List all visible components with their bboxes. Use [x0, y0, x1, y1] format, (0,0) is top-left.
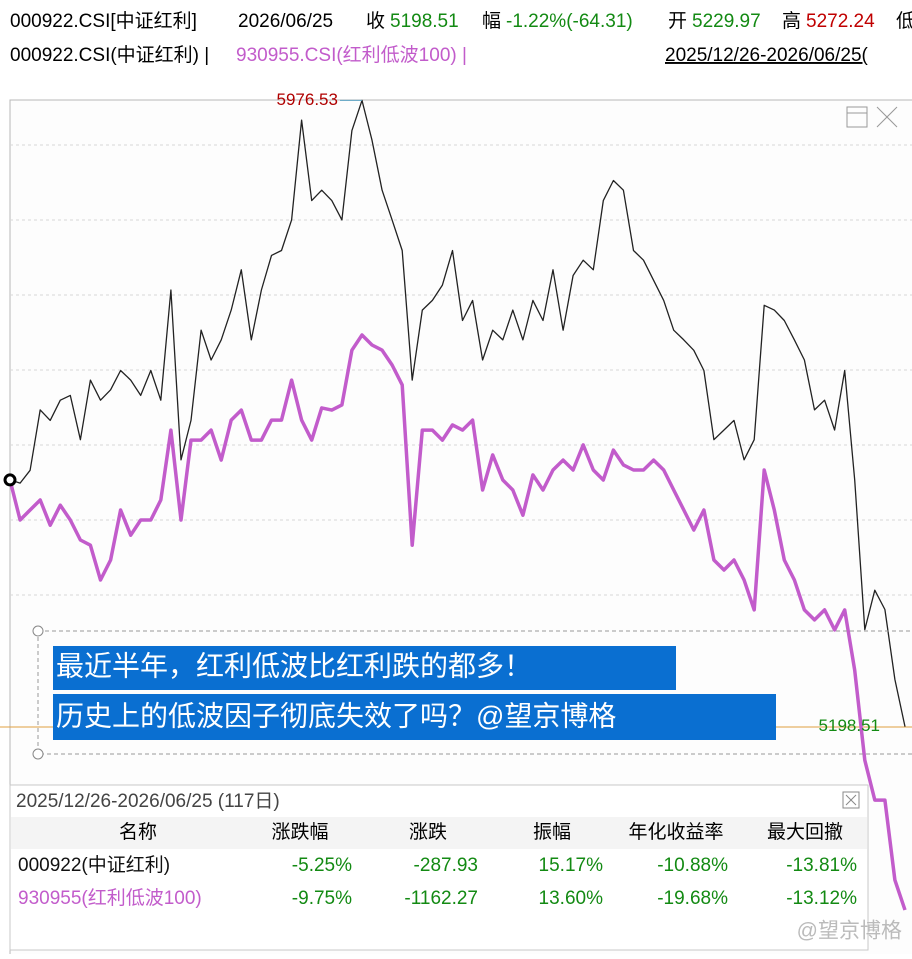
- start-marker: [3, 473, 17, 487]
- series-line: [8, 333, 907, 911]
- code: 000922.CSI[中证红利]: [10, 10, 197, 32]
- row-name: 930955(红利低波100): [18, 887, 202, 909]
- table-header: 涨跌幅: [271, 821, 328, 843]
- cell: -13.12%: [786, 888, 857, 909]
- table-box: [9, 784, 869, 951]
- table-header: 振幅: [533, 821, 571, 843]
- high: 5272.24: [806, 11, 875, 32]
- max-label: 5976.53: [277, 90, 338, 109]
- table-header: 涨跌: [409, 821, 447, 843]
- table-header: 最大回撤: [767, 821, 843, 843]
- series-line: [9, 99, 906, 727]
- stats-table: 2025/12/26-2026/06/25 (117日) 名称 涨跌幅 涨跌 振幅 年化…: [9, 784, 869, 951]
- label: 开: [668, 11, 687, 32]
- range: 2025/12/26-2026/06/25(: [665, 45, 869, 66]
- last-label: 5198.51: [819, 716, 880, 735]
- label: 低: [896, 10, 912, 32]
- date: 2026/06/25: [238, 11, 333, 32]
- table-header: 年化收益率: [628, 821, 723, 843]
- cell: -5.25%: [292, 855, 352, 876]
- watermark: @望京博格: [797, 920, 902, 943]
- cell: -19.68%: [657, 888, 728, 909]
- annotation-text: 最近半年，红利低波比红利跌的都多！: [56, 650, 532, 681]
- cell: -13.81%: [786, 855, 857, 876]
- change: -1.22%(-64.31): [506, 11, 633, 32]
- handle[interactable]: [32, 748, 44, 760]
- window-buttons[interactable]: [846, 106, 898, 128]
- highlight: [53, 694, 776, 740]
- table-header: 名称: [119, 821, 157, 843]
- cell: -10.88%: [657, 855, 728, 876]
- cell: 13.60%: [539, 888, 604, 909]
- legend-1: 000922.CSI(中证红利) |: [10, 44, 209, 66]
- annotation-text: 历史上的低波因子彻底失效了吗？@望京博格: [56, 700, 616, 731]
- cell: 15.17%: [539, 855, 604, 876]
- row-name: 000922(中证红利): [18, 854, 170, 876]
- cell: -1162.27: [404, 888, 478, 909]
- open: 5229.97: [692, 11, 761, 32]
- cell: -287.93: [414, 855, 478, 876]
- table-title: 2025/12/26-2026/06/25 (117日): [16, 791, 280, 812]
- close: 5198.51: [390, 11, 459, 32]
- highlight: [53, 646, 676, 690]
- label: 幅: [482, 10, 501, 32]
- legend-2: 930955.CSI(红利低波100) |: [236, 44, 467, 66]
- handle[interactable]: [32, 625, 44, 637]
- header-row: [11, 817, 867, 849]
- cell: -9.75%: [292, 888, 352, 909]
- close-button[interactable]: [842, 791, 860, 809]
- label: 高: [782, 10, 801, 32]
- annotation-box: [37, 630, 912, 755]
- label: 收: [366, 10, 385, 32]
